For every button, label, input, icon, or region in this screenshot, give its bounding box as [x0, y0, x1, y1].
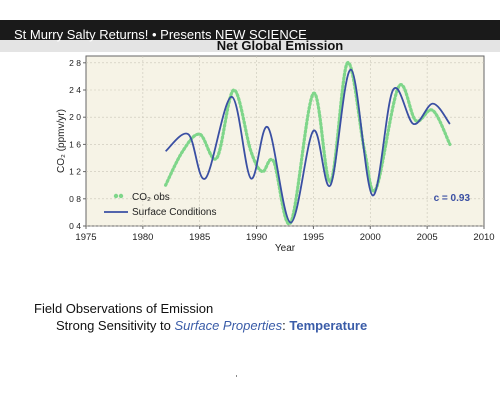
y-tick-label: 0 8 [69, 194, 81, 204]
legend-marker-co2-obs-2 [118, 193, 124, 199]
y-axis-label: CO₂ (ppmv/yr) [56, 109, 67, 173]
plot-area [85, 55, 485, 227]
correlation-annotation: c = 0.93 [434, 193, 471, 204]
x-axis-label: Year [275, 243, 296, 254]
caption-line-2: Strong Sensitivity to Surface Properties… [56, 318, 367, 333]
y-tick-label: 1 2 [69, 167, 81, 177]
y-tick-label: 2 4 [69, 85, 81, 95]
x-tick-label: 1980 [132, 232, 153, 243]
banner-text: St Murry Salty Returns! • Presents NEW S… [14, 27, 307, 42]
y-tick-label: 2 0 [69, 112, 81, 122]
caption-line-1: Field Observations of Emission [34, 301, 214, 316]
banner-strip [0, 20, 500, 40]
caption-colon: : [282, 318, 290, 333]
x-tick-label: 2010 [473, 232, 494, 243]
x-tick-label: 2000 [360, 232, 381, 243]
legend-label-co2-obs: CO₂ obs [132, 192, 170, 203]
caption-line-2-prefix: Strong Sensitivity to [56, 318, 175, 333]
x-tick-label: 1975 [75, 232, 96, 243]
caption-emphasis: Surface Properties [174, 318, 283, 333]
y-tick-label: 0 4 [69, 221, 81, 231]
chart-title: Net Global Emission [216, 38, 344, 53]
title-strip [0, 40, 500, 52]
caption-strong: Temperature [289, 318, 368, 333]
x-tick-label: 1990 [246, 232, 267, 243]
stray-dot [236, 375, 237, 377]
y-tick-label: 2 8 [69, 58, 81, 68]
x-tick-label: 1995 [303, 232, 324, 243]
legend-label-surface-conditions: Surface Conditions [132, 207, 217, 218]
x-tick-label: 2005 [417, 232, 438, 243]
x-tick-label: 1985 [189, 232, 210, 243]
series-line-co2-obs [164, 61, 452, 226]
series-line-surface-conditions [164, 68, 451, 224]
legend-marker-co2-obs [113, 193, 119, 199]
y-tick-label: 1 6 [69, 139, 81, 149]
